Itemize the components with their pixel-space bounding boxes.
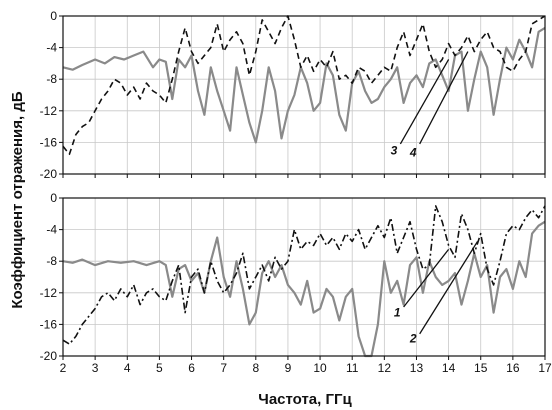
x-tick-label: 4: [124, 361, 131, 375]
callout-label-4: 4: [409, 146, 417, 160]
x-tick-label: 12: [378, 361, 392, 375]
panel-1: 0 -4 -8 -12 -16 -20 3 4: [40, 9, 546, 181]
x-tick-label: 13: [410, 361, 424, 375]
x-tick-label: 9: [285, 361, 292, 375]
callout-leader-4: [419, 51, 469, 145]
x-tick-label: 16: [506, 361, 520, 375]
y-tick-label: -20: [40, 349, 58, 363]
y-axis-title: Коэффициент отражения, дБ: [9, 91, 26, 309]
series-line-3: [62, 26, 546, 144]
x-tick-label: 7: [220, 361, 227, 375]
y-tick-label: 0: [50, 9, 57, 23]
y-tick-label: -8: [46, 72, 57, 86]
series-line-4: [62, 15, 546, 156]
x-tick-label: 15: [474, 361, 488, 375]
y-tick-label: 0: [50, 191, 57, 205]
y-tick-label: -20: [40, 167, 58, 181]
x-tick-label: 17: [538, 361, 552, 375]
y-tick-label: -12: [40, 104, 58, 118]
callout-label-2: 2: [409, 332, 417, 346]
x-tick-label: 14: [442, 361, 456, 375]
x-tick-label: 6: [188, 361, 195, 375]
callout-label-3: 3: [391, 143, 398, 157]
x-tick-label: 3: [92, 361, 99, 375]
x-tick-label: 10: [313, 361, 327, 375]
panel-2: 0 -4 -8 -12 -16 -20 12: [40, 191, 546, 363]
y-tick-label: -4: [46, 223, 57, 237]
x-tick-label: 5: [156, 361, 163, 375]
x-axis-title: Частота, ГГц: [258, 391, 352, 408]
x-tick-label: 8: [252, 361, 259, 375]
callout-leader-1: [403, 248, 450, 308]
y-tick-label: -12: [40, 286, 58, 300]
plot-area: [63, 198, 545, 356]
x-axis-labels: 2 3 4 5 6 7 8 9 10 11 12 13 14 15 16 17: [60, 361, 552, 375]
y-tick-label: -16: [40, 317, 58, 331]
callout-leader-3: [399, 59, 450, 145]
x-tick-label: 11: [346, 361, 359, 375]
y-tick-label: -4: [46, 41, 57, 55]
y-tick-label: -16: [40, 135, 58, 149]
series-line-2: [62, 205, 546, 345]
callout-label-1: 1: [394, 306, 401, 320]
series-line-1: [62, 220, 546, 358]
callout-leader-2: [419, 241, 479, 335]
plot-area: [63, 16, 545, 174]
y-tick-label: -8: [46, 254, 57, 268]
x-tick-label: 2: [60, 361, 67, 375]
plot-frame: [62, 15, 546, 175]
plot-frame: [62, 197, 546, 357]
